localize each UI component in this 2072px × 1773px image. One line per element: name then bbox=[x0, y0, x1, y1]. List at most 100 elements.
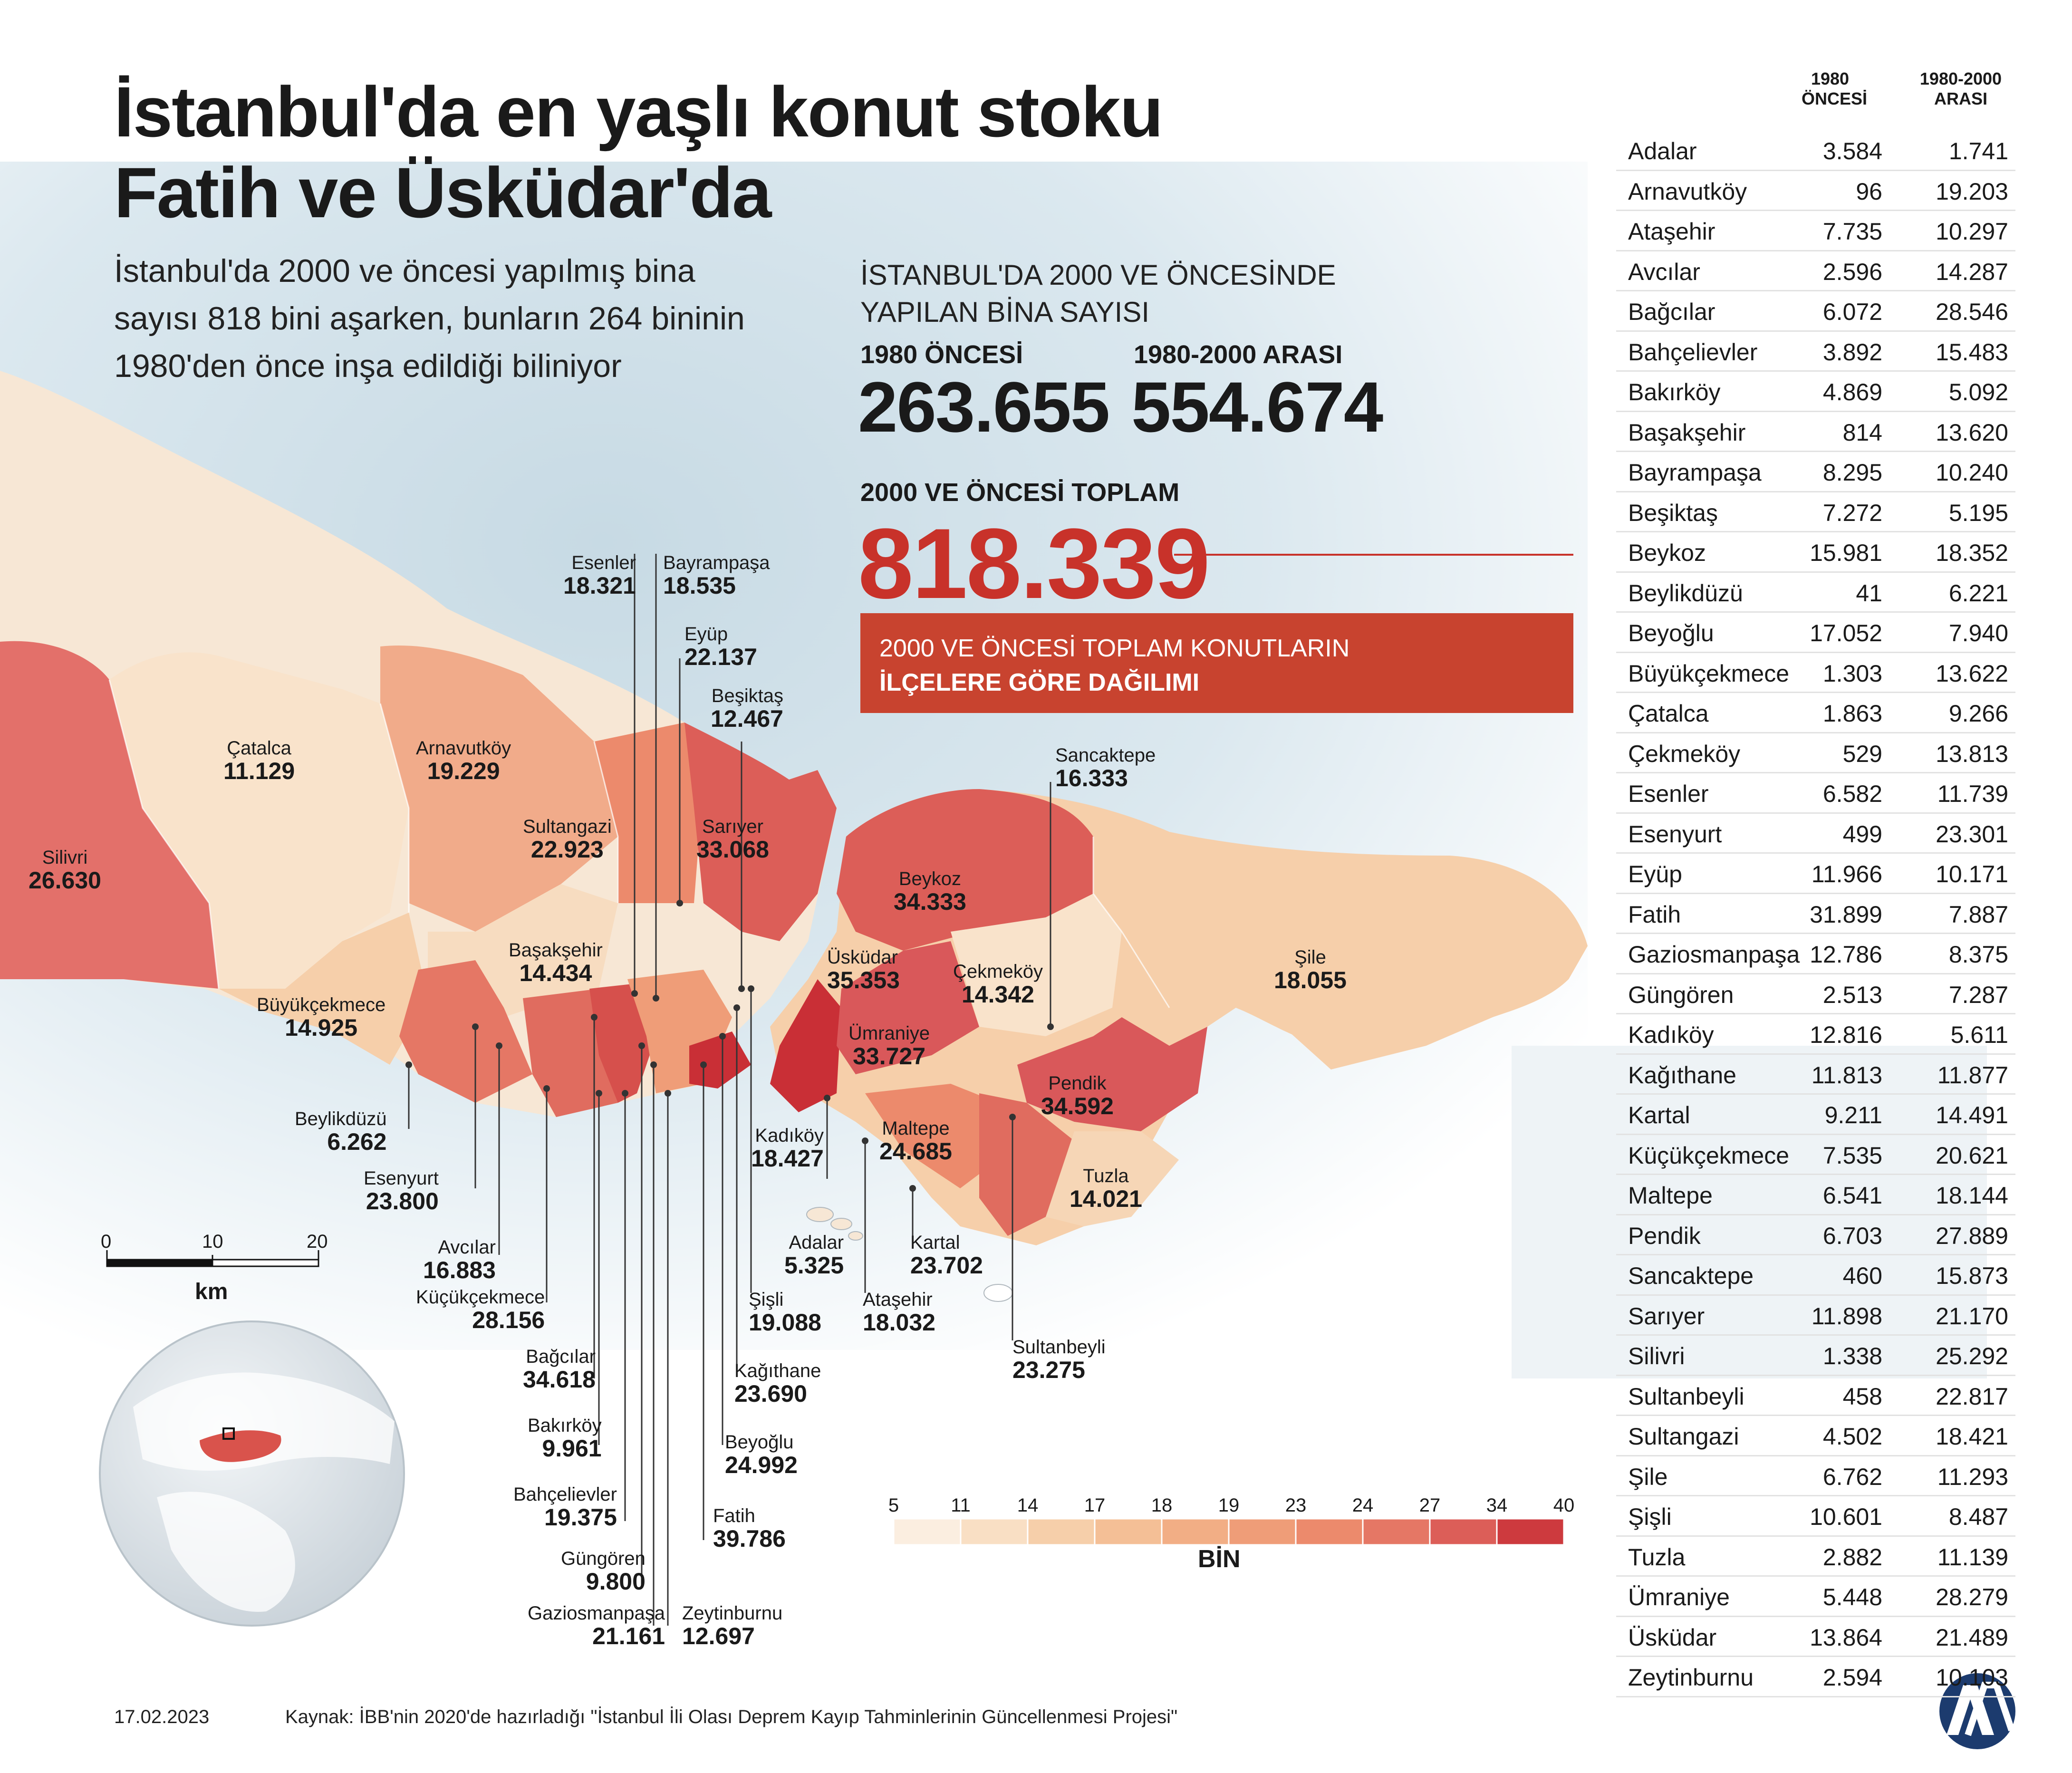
label-kagithane: Kağıthane 23.690 bbox=[734, 1360, 821, 1407]
table-row: Beylikdüzü 41 6.221 bbox=[1616, 573, 2015, 613]
distribution-banner: 2000 VE ÖNCESİ TOPLAM KONUTLARIN İLÇELER… bbox=[860, 613, 1573, 713]
label-sile: Şile 18.055 bbox=[1274, 947, 1347, 993]
legend-swatch bbox=[1228, 1518, 1297, 1546]
label-beykoz: Beykoz 34.333 bbox=[894, 868, 966, 915]
between-1980-2000-count: 7.887 bbox=[1948, 901, 2008, 928]
before-1980-count: 96 bbox=[1856, 178, 1882, 205]
table-row: Sultangazi 4.502 18.421 bbox=[1616, 1416, 2015, 1456]
between-1980-2000-count: 9.266 bbox=[1948, 700, 2008, 727]
between-1980-2000-count: 7.287 bbox=[1948, 981, 2008, 1008]
district-sultangazi bbox=[594, 723, 704, 903]
district-name: Çatalca bbox=[1628, 700, 1709, 727]
district-fatih bbox=[689, 1031, 751, 1089]
label-fatih: Fatih 39.786 bbox=[713, 1505, 786, 1552]
table-row: Zeytinburnu 2.594 10.103 bbox=[1616, 1657, 2015, 1697]
before-1980-count: 11.813 bbox=[1811, 1061, 1882, 1089]
table-row: Bağcılar 6.072 28.546 bbox=[1616, 291, 2015, 332]
district-name: Beylikdüzü bbox=[1628, 579, 1743, 607]
before-1980-count: 12.816 bbox=[1810, 1021, 1882, 1048]
district-name: Başakşehir bbox=[1628, 419, 1746, 446]
table-row: Kartal 9.211 14.491 bbox=[1616, 1095, 2015, 1135]
before-1980-count: 15.981 bbox=[1810, 540, 1882, 566]
table-row: Esenyurt 499 23.301 bbox=[1616, 814, 2015, 854]
district-name: Avcılar bbox=[1628, 258, 1700, 285]
district-name: Zeytinburnu bbox=[1628, 1664, 1754, 1691]
total-divider bbox=[1174, 554, 1573, 556]
between-1980-2000-count: 6.221 bbox=[1948, 579, 2008, 607]
between-1980-2000-count: 25.292 bbox=[1936, 1343, 2008, 1369]
district-name: Adalar bbox=[1628, 138, 1697, 164]
legend-tick: 18 bbox=[1151, 1495, 1173, 1516]
table-col1-header: 1980 ÖNCESİ bbox=[1802, 69, 1867, 109]
legend-tick: 19 bbox=[1218, 1495, 1240, 1516]
table-row: Avcılar 2.596 14.287 bbox=[1616, 251, 2015, 291]
between-1980-2000-count: 10.297 bbox=[1936, 218, 2008, 245]
district-name: Kartal bbox=[1628, 1102, 1690, 1128]
district-name: Güngören bbox=[1628, 981, 1734, 1008]
label-eyup: Eyüp 22.137 bbox=[684, 624, 757, 670]
label-beyoglu: Beyoğlu 24.992 bbox=[725, 1432, 798, 1478]
district-table: Adalar 3.584 1.741 Arnavutköy 96 19.203 Ataşeh… bbox=[1616, 131, 2015, 1697]
label-maltepe: Maltepe 24.685 bbox=[879, 1118, 952, 1165]
between-1980-2000-count: 28.279 bbox=[1936, 1584, 2008, 1610]
table-row: Sultanbeyli 458 22.817 bbox=[1616, 1376, 2015, 1416]
label-buyukcekmece: Büyükçekmece 14.925 bbox=[257, 994, 386, 1041]
table-row: Maltepe 6.541 18.144 bbox=[1616, 1175, 2015, 1215]
table-row: Küçükçekmece 7.535 20.621 bbox=[1616, 1135, 2015, 1175]
table-row: Beyoğlu 17.052 7.940 bbox=[1616, 613, 2015, 653]
title-line-1: İstanbul'da en yaşlı konut stoku bbox=[114, 72, 1163, 152]
district-name: Üsküdar bbox=[1628, 1624, 1717, 1651]
legend-tick: 5 bbox=[888, 1495, 899, 1516]
between-1980-2000-count: 5.092 bbox=[1948, 379, 2008, 405]
before-1980-count: 31.899 bbox=[1810, 901, 1882, 928]
between-label: 1980-2000 ARASI bbox=[1134, 340, 1343, 369]
legend-unit: BİN bbox=[1198, 1545, 1241, 1573]
turkey-shape bbox=[200, 1430, 281, 1462]
total-value: 818.339 bbox=[858, 508, 1210, 619]
aa-logo-icon bbox=[1939, 1673, 2015, 1749]
district-name: Tuzla bbox=[1628, 1543, 1686, 1571]
leader-lines bbox=[408, 554, 1051, 1626]
stats-heading-line-2: YAPILAN BİNA SAYISI bbox=[860, 296, 1150, 328]
globe-inset bbox=[99, 1320, 405, 1627]
adalar-island-3 bbox=[848, 1231, 863, 1241]
before-1980-count: 1.338 bbox=[1822, 1343, 1882, 1369]
district-name: Sancaktepe bbox=[1628, 1262, 1754, 1289]
legend-swatch bbox=[1027, 1518, 1096, 1546]
before-1980-count: 6.541 bbox=[1822, 1182, 1882, 1209]
district-name: Sultanbeyli bbox=[1628, 1383, 1744, 1410]
table-row: Adalar 3.584 1.741 bbox=[1616, 131, 2015, 171]
district-name: Silivri bbox=[1628, 1343, 1685, 1369]
table-row: Sancaktepe 460 15.873 bbox=[1616, 1255, 2015, 1296]
label-catalca: Çatalca 11.129 bbox=[223, 738, 295, 784]
label-kartal: Kartal 23.702 bbox=[910, 1232, 983, 1279]
between-1980-2000-count: 10.171 bbox=[1936, 861, 2008, 887]
istanbul-marker bbox=[222, 1427, 235, 1440]
between-1980-2000-count: 20.621 bbox=[1936, 1142, 2008, 1169]
table-row: Bakırköy 4.869 5.092 bbox=[1616, 372, 2015, 412]
label-zeytinburnu: Zeytinburnu 12.697 bbox=[682, 1603, 783, 1649]
district-name: Çekmeköy bbox=[1628, 740, 1741, 767]
col2-line-1: 1980-2000 bbox=[1919, 69, 2002, 88]
legend-tick: 27 bbox=[1419, 1495, 1441, 1516]
district-borders bbox=[108, 679, 1170, 1008]
table-row: Bayrampaşa 8.295 10.240 bbox=[1616, 452, 2015, 492]
before-1980-count: 7.272 bbox=[1822, 499, 1882, 526]
table-row: Ümraniye 5.448 28.279 bbox=[1616, 1577, 2015, 1617]
district-name: Gaziosmanpaşa bbox=[1628, 941, 1800, 968]
footer-date: 17.02.2023 bbox=[114, 1706, 210, 1727]
total-label-b: TOPLAM bbox=[1071, 478, 1180, 507]
table-row: Çekmeköy 529 13.813 bbox=[1616, 733, 2015, 773]
before-1980-count: 17.052 bbox=[1810, 620, 1882, 646]
total-label: 2000 VE ÖNCESİ TOPLAM bbox=[860, 478, 1179, 507]
total-label-a: 2000 VE ÖNCESİ bbox=[860, 478, 1072, 507]
legend-swatch bbox=[1295, 1518, 1364, 1546]
district-name: Bakırköy bbox=[1628, 379, 1721, 405]
legend-tick: 40 bbox=[1553, 1495, 1575, 1516]
district-maltepe bbox=[865, 1084, 998, 1188]
leader-dots bbox=[405, 900, 1054, 1192]
table-row: Güngören 2.513 7.287 bbox=[1616, 974, 2015, 1014]
between-1980-2000-count: 22.817 bbox=[1936, 1383, 2008, 1410]
table-row: Kadıköy 12.816 5.611 bbox=[1616, 1014, 2015, 1055]
table-row: Sarıyer 11.898 21.170 bbox=[1616, 1296, 2015, 1336]
